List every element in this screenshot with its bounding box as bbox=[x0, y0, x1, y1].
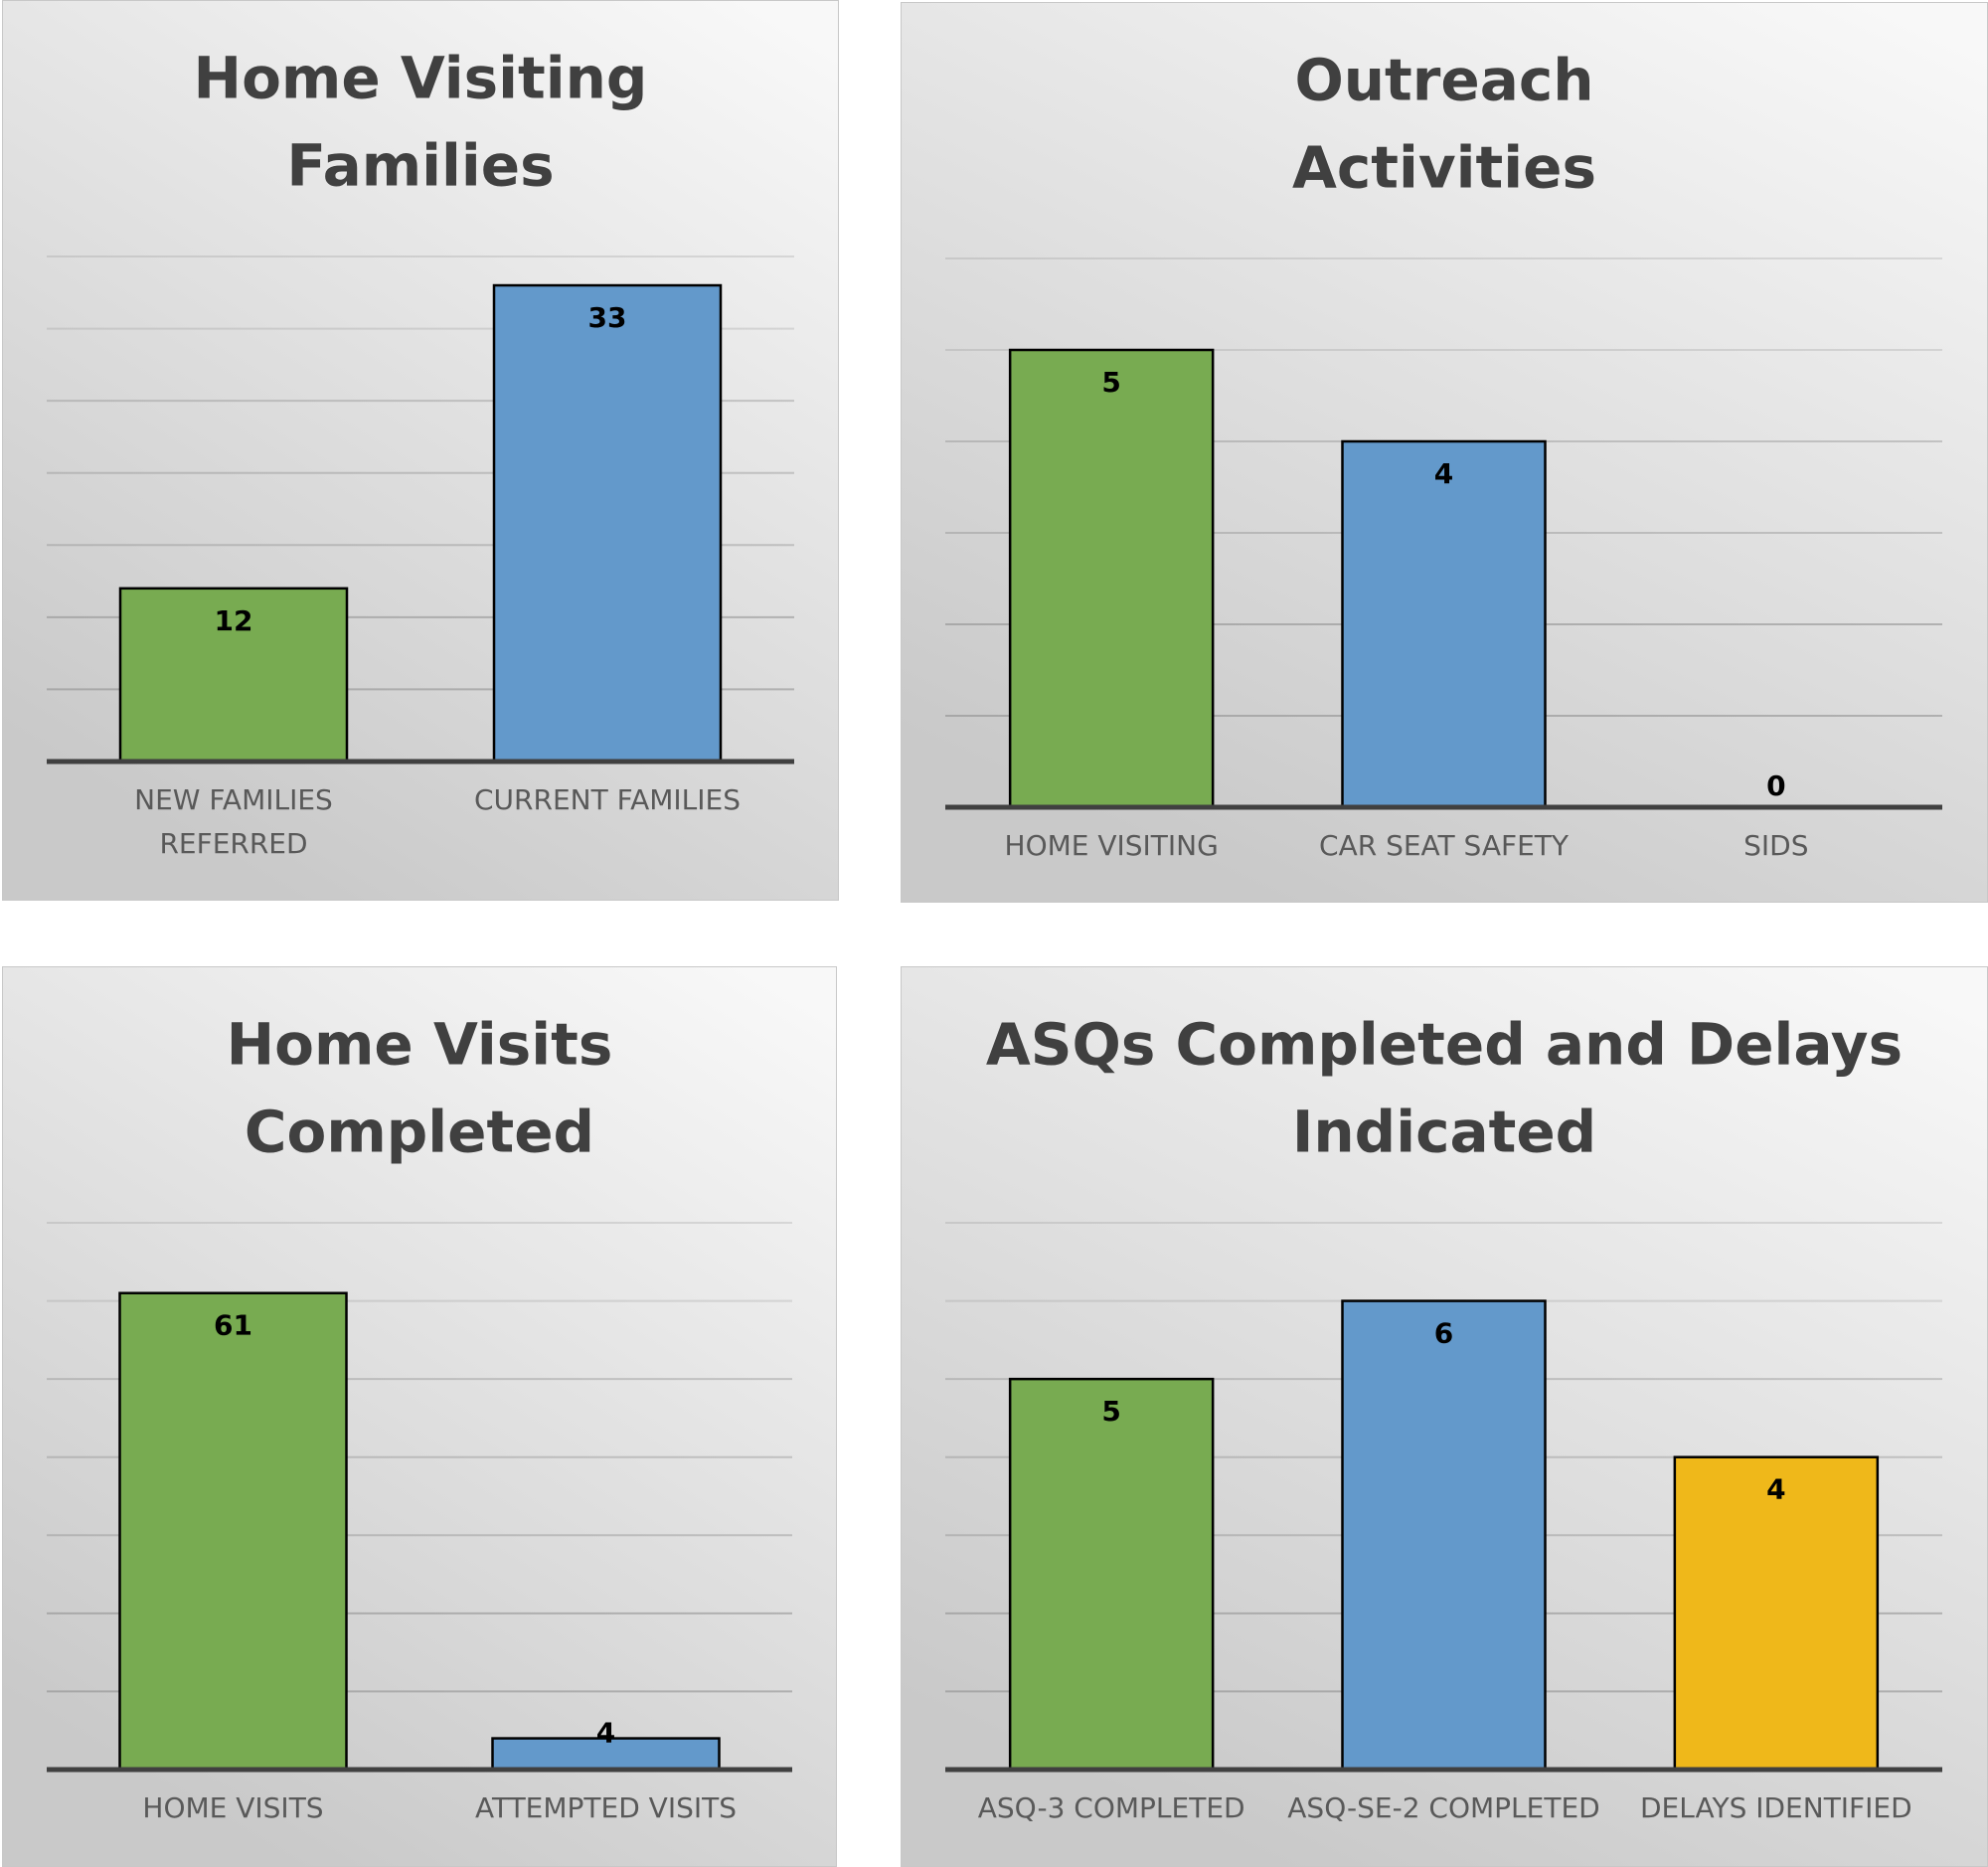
bar-home-visits bbox=[118, 1291, 348, 1772]
chart-title-line: Home Visits bbox=[227, 1010, 613, 1078]
bar-home-visiting bbox=[1008, 348, 1215, 809]
chart-title-line: Home Visiting bbox=[194, 44, 648, 111]
chart-title-line: Families bbox=[286, 131, 554, 199]
chart-title-line: Indicated bbox=[1292, 1098, 1596, 1165]
bar-new-families-referred bbox=[118, 587, 349, 764]
bar-attempted-visits bbox=[491, 1737, 721, 1772]
category-label: NEW FAMILIES bbox=[134, 783, 333, 816]
chart-svg: ASQs Completed and Delays Indicated 5 ASQ-3… bbox=[901, 966, 1988, 1867]
category-label: HOME VISITS bbox=[142, 1791, 323, 1824]
data-label: 0 bbox=[1766, 769, 1785, 802]
data-label: 6 bbox=[1434, 1317, 1453, 1350]
category-label: SIDS bbox=[1743, 829, 1808, 862]
bar-asq-se-2-completed bbox=[1341, 1299, 1547, 1772]
chart-svg: Outreach Activities 5 HOME VISITING 4 CAR SEA… bbox=[901, 2, 1988, 903]
category-label: ATTEMPTED VISITS bbox=[475, 1791, 737, 1824]
bar-car-seat-safety bbox=[1341, 439, 1547, 809]
data-label: 4 bbox=[1434, 457, 1453, 490]
category-label: ASQ-3 COMPLETED bbox=[978, 1791, 1245, 1824]
category-label: ASQ-SE-2 COMPLETED bbox=[1287, 1791, 1599, 1824]
data-label: 5 bbox=[1101, 1395, 1120, 1428]
chart-title-line: ASQs Completed and Delays bbox=[986, 1010, 1903, 1078]
data-label: 61 bbox=[214, 1309, 252, 1342]
category-label: CAR SEAT SAFETY bbox=[1319, 829, 1570, 862]
chart-title-line: Completed bbox=[245, 1098, 594, 1165]
chart-panel-home-visits-completed: Home Visits Completed 61 HOME VISITS 4 ATTEMP… bbox=[2, 966, 837, 1867]
chart-panel-outreach-activities: Outreach Activities 5 HOME VISITING 4 CAR SEA… bbox=[901, 2, 1988, 903]
category-label: REFERRED bbox=[159, 827, 307, 860]
bar-current-families bbox=[492, 283, 723, 764]
chart-title-line: Outreach bbox=[1294, 46, 1593, 113]
data-label: 33 bbox=[588, 301, 627, 334]
data-label: 12 bbox=[215, 604, 253, 637]
bar-asq-3-completed bbox=[1008, 1377, 1215, 1772]
chart-svg: Home Visiting Families 12 NEW FAMILIES REFER… bbox=[2, 0, 839, 901]
chart-panel-asqs-completed: ASQs Completed and Delays Indicated 5 ASQ-3… bbox=[901, 966, 1988, 1867]
category-label: HOME VISITING bbox=[1005, 829, 1219, 862]
data-label: 5 bbox=[1101, 366, 1120, 399]
chart-panel-home-visiting-families: Home Visiting Families 12 NEW FAMILIES REFER… bbox=[2, 0, 839, 901]
data-label: 4 bbox=[596, 1717, 615, 1750]
data-label: 4 bbox=[1766, 1473, 1785, 1506]
category-label: DELAYS IDENTIFIED bbox=[1640, 1791, 1912, 1824]
category-label: CURRENT FAMILIES bbox=[474, 783, 741, 816]
chart-title-line: Activities bbox=[1292, 133, 1596, 201]
chart-svg: Home Visits Completed 61 HOME VISITS 4 ATTEMP… bbox=[2, 966, 837, 1867]
